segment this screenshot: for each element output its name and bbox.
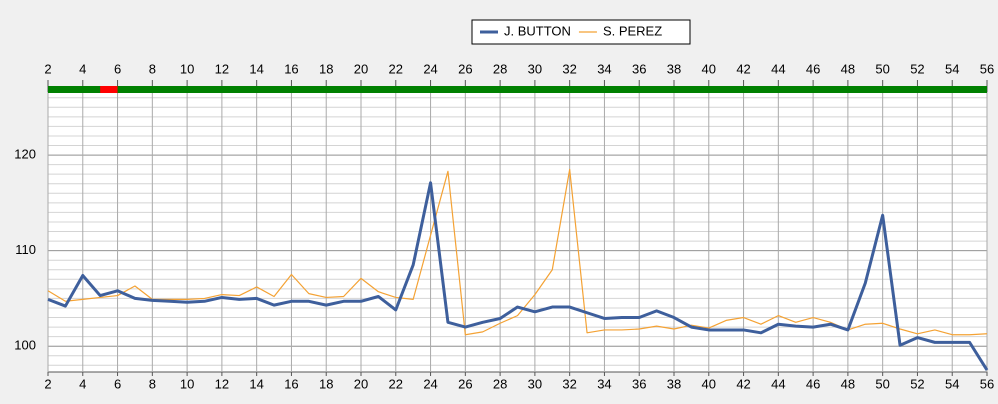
x-tick-label-bottom: 22 <box>389 376 403 391</box>
x-tick-label-top: 38 <box>667 61 681 76</box>
x-tick-label-top: 10 <box>180 61 194 76</box>
x-tick-label-top: 48 <box>841 61 855 76</box>
x-tick-label-top: 40 <box>702 61 716 76</box>
x-tick-label-bottom: 54 <box>945 376 959 391</box>
x-tick-label-bottom: 40 <box>702 376 716 391</box>
x-tick-label-top: 44 <box>771 61 785 76</box>
x-tick-label-top: 52 <box>910 61 924 76</box>
status-band <box>48 86 987 93</box>
x-tick-label-top: 50 <box>875 61 889 76</box>
x-tick-label-bottom: 14 <box>249 376 263 391</box>
x-tick-label-bottom: 16 <box>284 376 298 391</box>
x-tick-label-top: 12 <box>215 61 229 76</box>
x-tick-label-bottom: 46 <box>806 376 820 391</box>
x-tick-label-top: 32 <box>562 61 576 76</box>
y-tick-label: 100 <box>14 338 36 353</box>
x-tick-label-top: 30 <box>528 61 542 76</box>
x-tick-label-bottom: 12 <box>215 376 229 391</box>
y-tick-label: 110 <box>15 242 36 257</box>
x-tick-label-top: 2 <box>44 61 51 76</box>
x-tick-label-bottom: 4 <box>79 376 86 391</box>
series-line <box>47 168 988 336</box>
x-tick-label-top: 4 <box>79 61 86 76</box>
x-tick-label-bottom: 8 <box>149 376 156 391</box>
x-tick-label-bottom: 18 <box>319 376 333 391</box>
x-tick-label-bottom: 48 <box>841 376 855 391</box>
x-tick-label-bottom: 50 <box>875 376 889 391</box>
x-tick-label-bottom: 26 <box>458 376 472 391</box>
x-tick-label-bottom: 6 <box>114 376 121 391</box>
status-segment <box>100 86 118 93</box>
x-tick-label-top: 46 <box>806 61 820 76</box>
x-tick-label-bottom: 28 <box>493 376 507 391</box>
x-tick-label-top: 24 <box>423 61 437 76</box>
x-tick-label-top: 6 <box>114 61 121 76</box>
x-tick-label-bottom: 10 <box>180 376 194 391</box>
legend-label: J. BUTTON <box>504 23 571 38</box>
x-tick-label-top: 18 <box>319 61 333 76</box>
x-tick-label-top: 34 <box>597 61 611 76</box>
x-tick-label-bottom: 34 <box>597 376 611 391</box>
x-tick-label-bottom: 20 <box>354 376 368 391</box>
x-tick-label-top: 56 <box>980 61 994 76</box>
x-tick-label-top: 16 <box>284 61 298 76</box>
x-tick-label-bottom: 52 <box>910 376 924 391</box>
x-tick-label-top: 36 <box>632 61 646 76</box>
x-tick-label-bottom: 56 <box>980 376 994 391</box>
x-tick-label-top: 8 <box>149 61 156 76</box>
x-tick-label-bottom: 30 <box>528 376 542 391</box>
x-tick-label-top: 22 <box>389 61 403 76</box>
x-tick-label-bottom: 24 <box>423 376 437 391</box>
x-tick-label-top: 20 <box>354 61 368 76</box>
x-tick-label-bottom: 38 <box>667 376 681 391</box>
x-tick-label-bottom: 42 <box>736 376 750 391</box>
legend: J. BUTTON S. PEREZ <box>471 19 691 45</box>
x-tick-label-bottom: 44 <box>771 376 785 391</box>
x-tick-label-top: 42 <box>736 61 750 76</box>
x-tick-label-top: 26 <box>458 61 472 76</box>
legend-label: S. PEREZ <box>603 23 662 38</box>
x-tick-label-bottom: 32 <box>562 376 576 391</box>
x-tick-label-top: 54 <box>945 61 959 76</box>
x-tick-label-bottom: 2 <box>44 376 51 391</box>
x-tick-label-bottom: 36 <box>632 376 646 391</box>
x-tick-label-top: 28 <box>493 61 507 76</box>
x-tick-label-top: 14 <box>249 61 263 76</box>
y-tick-label: 120 <box>14 147 36 162</box>
series-line <box>47 181 989 371</box>
